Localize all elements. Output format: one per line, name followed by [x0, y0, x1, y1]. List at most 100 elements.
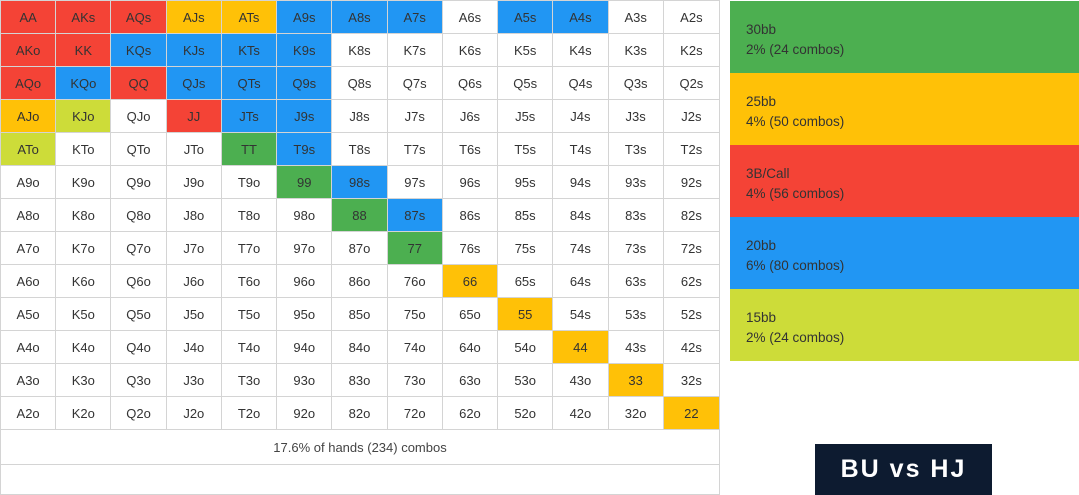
legend-item-20bb: 20bb 6% (80 combos)	[730, 217, 1079, 289]
hand-cell-A7s: A7s	[387, 1, 443, 34]
legend-detail: 2% (24 combos)	[746, 330, 845, 345]
hand-cell-98o: 98o	[277, 199, 333, 232]
hand-cell-T4s: T4s	[553, 133, 609, 166]
hand-cell-QQ: QQ	[111, 67, 167, 100]
hand-cell-AKs: AKs	[56, 1, 112, 34]
hand-cell-AKo: AKo	[1, 34, 57, 67]
hand-cell-A7o: A7o	[1, 232, 57, 265]
hand-cell-T7o: T7o	[221, 232, 278, 265]
hand-cell-52o: 52o	[498, 397, 554, 430]
legend-detail: 4% (56 combos)	[746, 186, 845, 201]
hand-cell-92o: 92o	[277, 397, 333, 430]
hand-cell-85s: 85s	[498, 199, 554, 232]
hand-cell-A3s: A3s	[608, 1, 664, 34]
hand-cell-K6o: K6o	[56, 265, 112, 298]
hand-cell-JTs: JTs	[221, 100, 278, 133]
hand-cell-J3s: J3s	[608, 100, 664, 133]
hand-cell-AJo: AJo	[1, 100, 57, 133]
hand-cell-Q3s: Q3s	[608, 67, 664, 100]
legend-item-30bb: 30bb 2% (24 combos)	[730, 1, 1079, 73]
hand-cell-66: 66	[442, 265, 499, 298]
hand-cell-A4o: A4o	[1, 331, 57, 364]
hand-cell-J4s: J4s	[553, 100, 609, 133]
hand-cell-J9s: J9s	[277, 100, 333, 133]
hand-cell-J5o: J5o	[166, 298, 222, 331]
hand-cell-77: 77	[387, 232, 443, 265]
hand-cell-AQo: AQo	[1, 67, 57, 100]
hand-cell-Q6s: Q6s	[442, 67, 499, 100]
hand-cell-K5o: K5o	[56, 298, 112, 331]
hand-cell-65o: 65o	[442, 298, 499, 331]
legend-item-3b: 3B/Call 4% (56 combos)	[730, 145, 1079, 217]
hand-cell-T8s: T8s	[332, 133, 388, 166]
hand-cell-T8o: T8o	[221, 199, 278, 232]
hand-cell-85o: 85o	[332, 298, 388, 331]
hand-cell-42o: 42o	[553, 397, 609, 430]
hand-cell-J7o: J7o	[166, 232, 222, 265]
hand-cell-QTo: QTo	[111, 133, 167, 166]
hand-cell-92s: 92s	[663, 166, 719, 199]
hand-cell-93o: 93o	[277, 364, 333, 397]
hand-cell-84s: 84s	[553, 199, 609, 232]
hand-cell-63o: 63o	[442, 364, 499, 397]
hand-cell-43s: 43s	[608, 331, 664, 364]
hand-cell-K4o: K4o	[56, 331, 112, 364]
hand-cell-98s: 98s	[332, 166, 388, 199]
hand-cell-J7s: J7s	[387, 100, 443, 133]
hand-cell-94s: 94s	[553, 166, 609, 199]
hand-cell-A2o: A2o	[1, 397, 57, 430]
hand-cell-T5s: T5s	[498, 133, 554, 166]
hand-cell-97s: 97s	[387, 166, 443, 199]
hand-cell-QJs: QJs	[166, 67, 222, 100]
hand-cell-K9o: K9o	[56, 166, 112, 199]
hand-cell-72o: 72o	[387, 397, 443, 430]
hand-cell-TT: TT	[221, 133, 278, 166]
hand-cell-97o: 97o	[277, 232, 333, 265]
hand-cell-93s: 93s	[608, 166, 664, 199]
hand-cell-Q7o: Q7o	[111, 232, 167, 265]
hand-cell-K9s: K9s	[277, 34, 333, 67]
hand-cell-KQs: KQs	[111, 34, 167, 67]
hand-cell-T6s: T6s	[442, 133, 499, 166]
hand-cell-KJo: KJo	[56, 100, 112, 133]
hand-cell-54s: 54s	[553, 298, 609, 331]
hand-cell-44: 44	[553, 331, 609, 364]
hand-cell-T7s: T7s	[387, 133, 443, 166]
legend-label: 30bb	[746, 22, 777, 37]
hand-cell-A6s: A6s	[442, 1, 499, 34]
hand-cell-83o: 83o	[332, 364, 388, 397]
hand-cell-Q9o: Q9o	[111, 166, 167, 199]
hand-cell-52s: 52s	[663, 298, 719, 331]
hand-cell-QTs: QTs	[221, 67, 278, 100]
hand-cell-J5s: J5s	[498, 100, 554, 133]
hand-cell-A4s: A4s	[553, 1, 609, 34]
hand-cell-T4o: T4o	[221, 331, 278, 364]
hand-cell-64s: 64s	[553, 265, 609, 298]
hand-cell-AQs: AQs	[111, 1, 167, 34]
hand-cell-K8s: K8s	[332, 34, 388, 67]
legend-item-15bb: 15bb 2% (24 combos)	[730, 289, 1079, 361]
legend-label: 25bb	[746, 94, 777, 109]
hand-cell-K7o: K7o	[56, 232, 112, 265]
hand-cell-T2o: T2o	[221, 397, 278, 430]
hand-cell-K5s: K5s	[498, 34, 554, 67]
hand-cell-73o: 73o	[387, 364, 443, 397]
hand-cell-64o: 64o	[442, 331, 499, 364]
hand-cell-K2s: K2s	[663, 34, 719, 67]
hand-cell-Q8o: Q8o	[111, 199, 167, 232]
hand-cell-83s: 83s	[608, 199, 664, 232]
hand-cell-T5o: T5o	[221, 298, 278, 331]
hand-cell-T9o: T9o	[221, 166, 278, 199]
hand-cell-Q4o: Q4o	[111, 331, 167, 364]
hand-cell-43o: 43o	[553, 364, 609, 397]
hand-cell-Q8s: Q8s	[332, 67, 388, 100]
hand-cell-J8s: J8s	[332, 100, 388, 133]
hand-cell-A8o: A8o	[1, 199, 57, 232]
hand-cell-K3s: K3s	[608, 34, 664, 67]
hand-cell-A5o: A5o	[1, 298, 57, 331]
hand-cell-72s: 72s	[663, 232, 719, 265]
hand-cell-Q5s: Q5s	[498, 67, 554, 100]
hand-cell-J4o: J4o	[166, 331, 222, 364]
hand-cell-J9o: J9o	[166, 166, 222, 199]
hand-cell-A6o: A6o	[1, 265, 57, 298]
